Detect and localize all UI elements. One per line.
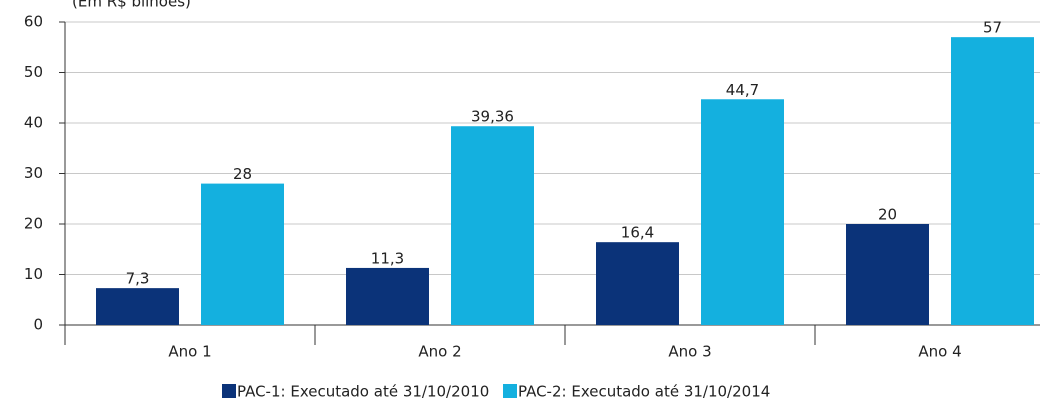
value-label: 44,7 xyxy=(726,81,759,99)
legend-swatch xyxy=(222,384,236,398)
x-tick-label: Ano 2 xyxy=(418,343,461,361)
y-tick-label: 20 xyxy=(24,215,43,233)
legend-swatch xyxy=(503,384,517,398)
bar xyxy=(201,183,284,325)
value-label: 20 xyxy=(878,206,897,224)
y-tick-label: 10 xyxy=(24,265,43,283)
y-tick-label: 40 xyxy=(24,114,43,132)
value-label: 7,3 xyxy=(126,270,150,288)
legend-label: PAC-2: Executado até 31/10/2014 xyxy=(518,383,770,400)
legend-label: PAC-1: Executado até 31/10/2010 xyxy=(237,383,489,400)
x-tick-label: Ano 3 xyxy=(668,343,711,361)
value-label: 57 xyxy=(983,19,1002,37)
chart-subtitle: (Em R$ bilhões) xyxy=(72,0,191,11)
bar xyxy=(951,37,1034,326)
bar xyxy=(701,99,784,325)
bar xyxy=(346,267,429,325)
y-tick-label: 0 xyxy=(33,316,43,334)
value-label: 16,4 xyxy=(621,224,654,242)
value-label: 28 xyxy=(233,165,252,183)
y-tick-label: 50 xyxy=(24,63,43,81)
value-label: 11,3 xyxy=(371,249,404,267)
y-tick-label: 60 xyxy=(24,13,43,31)
y-tick-label: 30 xyxy=(24,164,43,182)
x-tick-label: Ano 4 xyxy=(918,343,961,361)
value-label: 39,36 xyxy=(471,108,514,126)
bar xyxy=(451,126,534,326)
bar xyxy=(846,224,929,325)
x-tick-label: Ano 1 xyxy=(168,343,211,361)
bar xyxy=(96,288,179,325)
bar xyxy=(596,242,679,325)
